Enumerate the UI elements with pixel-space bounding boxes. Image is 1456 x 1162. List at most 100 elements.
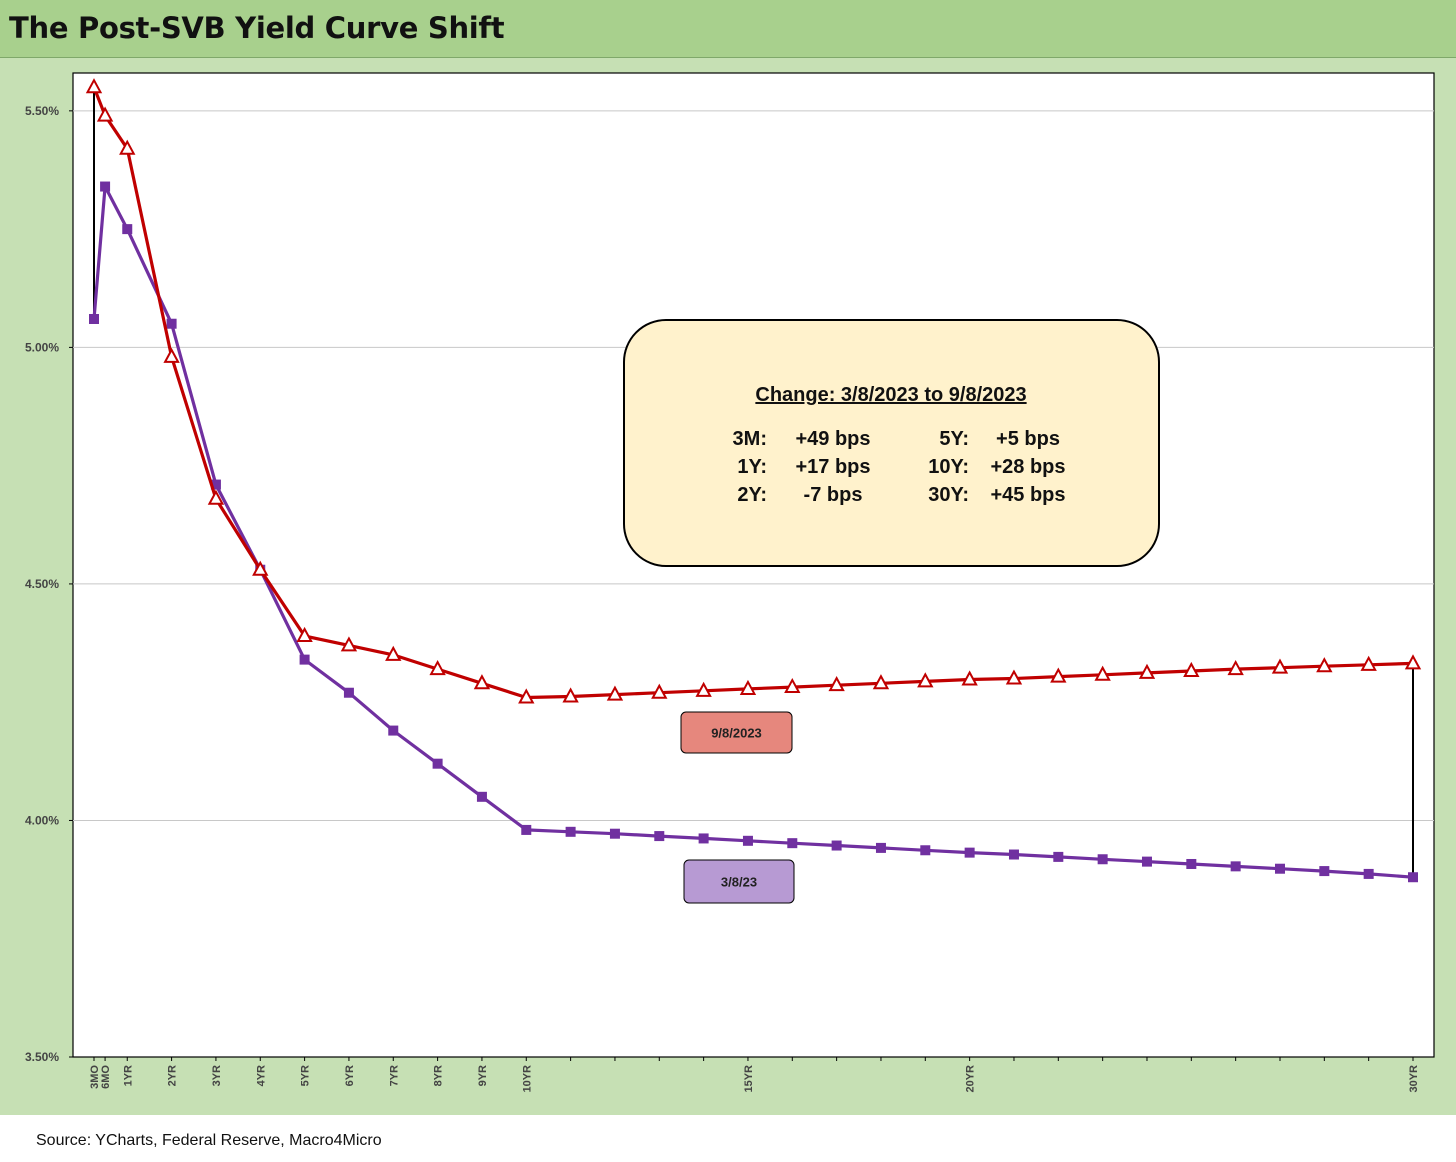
source-note: Source: YCharts, Federal Reserve, Macro4… <box>36 1132 382 1149</box>
data-point <box>340 636 358 652</box>
x-tick-label: 2YR <box>167 1065 179 1086</box>
data-point <box>1360 655 1377 671</box>
data-point <box>961 670 978 686</box>
data-point <box>828 676 845 692</box>
data-point <box>85 78 103 94</box>
data-point <box>119 139 136 155</box>
data-point <box>1094 665 1111 681</box>
y-tick-label: 3.50% <box>25 1050 59 1064</box>
data-point <box>787 838 798 849</box>
x-tick-label: 20YR <box>965 1065 977 1093</box>
data-point <box>96 106 114 122</box>
data-point <box>917 672 934 688</box>
data-point <box>296 626 313 642</box>
x-tick-label: 10YR <box>521 1065 533 1093</box>
data-point <box>476 791 487 802</box>
data-point <box>163 347 180 363</box>
data-point <box>1186 858 1197 869</box>
data-point <box>695 681 712 697</box>
data-point <box>1363 868 1374 879</box>
data-point <box>166 318 177 329</box>
x-tick-label: 7YR <box>388 1065 400 1086</box>
y-tick-label: 5.00% <box>25 340 59 354</box>
data-point <box>565 826 576 837</box>
annotation-change: +45 bps <box>990 484 1065 506</box>
data-point <box>1053 851 1064 862</box>
x-tick-label: 6YR <box>344 1065 356 1086</box>
source-bar: Source: YCharts, Federal Reserve, Macro4… <box>0 1115 1456 1162</box>
data-point <box>739 679 757 695</box>
yield-curve-chart: 3.50% 4.00% 4.50% 5.00% 5.50% 3MO 6MO 1YR 2YR 3YR… <box>25 72 1435 1093</box>
data-point <box>831 840 842 851</box>
data-point <box>210 479 221 490</box>
data-point <box>1008 849 1019 860</box>
annotation-tenor: 3M: <box>733 428 767 450</box>
annotation-change: -7 bps <box>804 484 863 506</box>
data-point <box>122 224 133 235</box>
data-point <box>385 645 402 661</box>
x-tick-label: 8YR <box>433 1065 445 1086</box>
series-label: 3/8/23 <box>721 875 757 890</box>
data-point <box>872 674 890 690</box>
data-point <box>100 181 111 192</box>
data-point <box>252 560 269 576</box>
data-point <box>343 687 354 698</box>
series-label-box <box>683 859 795 904</box>
chart-title: The Post-SVB Yield Curve Shift <box>9 11 505 45</box>
data-point <box>609 828 620 839</box>
series-line <box>92 86 1414 700</box>
x-tick-label: 1YR <box>122 1065 134 1086</box>
x-tick-label: 5YR <box>300 1065 312 1086</box>
data-point <box>299 654 310 665</box>
x-tick-label: 3MO <box>89 1065 101 1089</box>
series-label-box <box>680 711 793 754</box>
data-point <box>429 659 446 676</box>
y-tick-label: 4.00% <box>25 813 59 827</box>
data-point <box>1227 659 1244 676</box>
data-point <box>1271 658 1289 674</box>
annotation-change: +49 bps <box>795 428 870 450</box>
annotation-title: Change: 3/8/2023 to 9/8/2023 <box>755 384 1026 406</box>
series-label: 9/8/2023 <box>711 726 762 741</box>
data-point <box>1141 856 1152 867</box>
data-point <box>784 677 801 694</box>
data-point <box>742 835 753 846</box>
data-point <box>432 758 443 769</box>
data-point <box>1316 657 1333 673</box>
data-point <box>875 842 886 853</box>
title-bar: The Post-SVB Yield Curve Shift <box>0 0 1456 58</box>
data-point <box>920 845 931 856</box>
data-point <box>1319 866 1330 877</box>
data-point <box>1230 861 1241 872</box>
x-tick-label: 15YR <box>743 1065 755 1093</box>
data-point <box>1183 661 1200 677</box>
data-point <box>1005 669 1023 685</box>
data-point <box>562 687 579 703</box>
annotation-tenor: 10Y: <box>928 456 969 478</box>
x-tick-label: 4YR <box>255 1065 267 1086</box>
annotation-change: +17 bps <box>795 456 870 478</box>
data-point <box>207 489 225 505</box>
x-tick-label: 30YR <box>1408 1065 1420 1093</box>
data-point <box>964 847 975 858</box>
data-point <box>1404 654 1422 670</box>
y-tick-label: 4.50% <box>25 577 59 591</box>
annotation-tenor: 30Y: <box>928 484 969 506</box>
chart-area: 3.50% 4.00% 4.50% 5.00% 5.50% 3MO 6MO 1YR 2YR 3YR… <box>0 58 1456 1115</box>
x-tick-label: 3YR <box>211 1065 223 1086</box>
data-point <box>654 831 665 842</box>
data-point <box>606 685 624 701</box>
x-tick-label: 6MO <box>100 1065 112 1089</box>
x-tick-label: 9YR <box>477 1065 489 1086</box>
data-point <box>473 674 491 690</box>
data-point <box>518 688 535 704</box>
annotation-change: +28 bps <box>990 456 1065 478</box>
annotation-box <box>623 319 1160 567</box>
data-point <box>1408 872 1418 883</box>
series-line <box>92 184 1414 879</box>
data-point <box>388 725 399 736</box>
data-point <box>698 833 709 844</box>
data-point <box>1274 863 1285 874</box>
data-point <box>521 824 532 835</box>
annotation-change: +5 bps <box>996 428 1060 450</box>
